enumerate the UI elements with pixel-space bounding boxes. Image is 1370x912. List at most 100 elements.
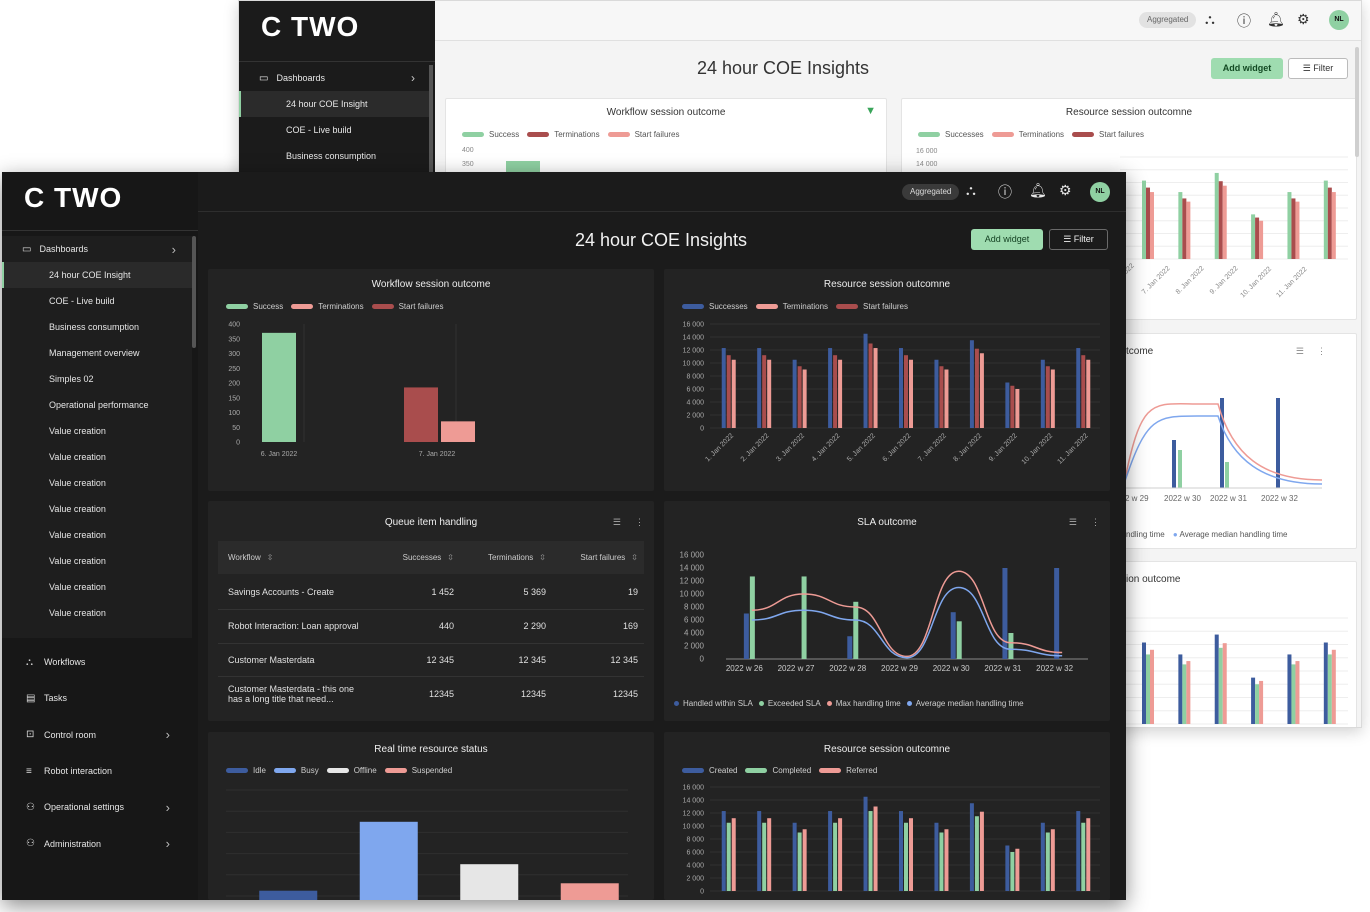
- filter-button[interactable]: ☰ Filter: [1049, 229, 1108, 250]
- bar: [1005, 382, 1010, 428]
- bell-icon[interactable]: 🔔︎: [1029, 182, 1047, 198]
- legend-item[interactable]: Idle: [226, 766, 266, 775]
- menu-item[interactable]: Operational performance: [2, 392, 192, 418]
- legend-swatch: [326, 768, 349, 774]
- help-icon[interactable]: ⓘ: [998, 184, 1012, 200]
- nav-robot-interaction[interactable]: ≡ Robot interaction: [2, 753, 192, 789]
- header-successes[interactable]: Successes ⇳: [368, 553, 460, 562]
- legend-item[interactable]: Start failures: [371, 302, 444, 311]
- more-icon[interactable]: ⋮: [1091, 517, 1100, 527]
- more-icon[interactable]: ⋮: [635, 517, 644, 527]
- menu-dashboards[interactable]: ▭ Dashboards ›: [2, 236, 192, 262]
- table-row[interactable]: Customer Masterdata - this one has a lon…: [218, 677, 644, 711]
- legend-item[interactable]: Success: [226, 302, 283, 311]
- more-icon[interactable]: ⋮: [1317, 346, 1326, 356]
- legend-item[interactable]: Average median handling time: [906, 699, 1024, 708]
- back-main-scrollbar[interactable]: [1355, 47, 1359, 157]
- nav-tasks[interactable]: ▤ Tasks: [2, 680, 192, 716]
- nav-operational-settings[interactable]: ⚇ Operational settings ›: [2, 789, 192, 825]
- bar-offline: [460, 864, 519, 900]
- back-menu-item[interactable]: 24 hour COE Insight: [239, 91, 429, 117]
- back-avatar[interactable]: NL: [1329, 10, 1349, 30]
- legend-label: Terminations: [318, 302, 364, 311]
- nav-administration[interactable]: ⚇ Administration ›: [2, 825, 192, 861]
- legend-item[interactable]: Start failures: [836, 302, 908, 311]
- legend-item[interactable]: Terminations: [291, 302, 364, 311]
- x-tick: 2022 w 32: [1036, 664, 1073, 673]
- back-menu-item[interactable]: COE - Live build: [239, 117, 429, 143]
- menu-item[interactable]: Value creation: [2, 600, 192, 626]
- funnel-icon[interactable]: ▼: [865, 105, 876, 117]
- menu-item[interactable]: Value creation: [2, 548, 192, 574]
- legend-item[interactable]: Suspended: [384, 766, 452, 775]
- header-start-failures[interactable]: Start failures ⇳: [552, 553, 644, 562]
- menu-item[interactable]: Value creation: [2, 418, 192, 444]
- back-bar: [1291, 198, 1296, 259]
- avatar[interactable]: NL: [1090, 182, 1110, 202]
- menu-item[interactable]: Simples 02: [2, 366, 192, 392]
- sidebar-scrollbar[interactable]: [192, 236, 196, 348]
- resource2-plot: 16 000 14 000 12 000 10 000 8 000 6 000 4 000 2…: [683, 785, 1100, 896]
- menu-item[interactable]: Value creation: [2, 496, 192, 522]
- bar: [1015, 848, 1020, 891]
- legend-item[interactable]: Offline: [326, 766, 377, 775]
- help-icon[interactable]: ⓘ: [1237, 13, 1251, 29]
- gear-icon[interactable]: ⚙: [1297, 11, 1310, 27]
- back-menu-dashboards[interactable]: ▭ Dashboards ›: [239, 65, 429, 91]
- legend-item[interactable]: Busy: [273, 766, 319, 775]
- aggregated-pill[interactable]: Aggregated: [902, 184, 960, 200]
- menu-item[interactable]: Management overview: [2, 340, 192, 366]
- header-workflow[interactable]: Workflow ⇳: [218, 553, 368, 562]
- back-bar: [1146, 654, 1150, 724]
- legend-item[interactable]: Exceeded SLA: [758, 699, 821, 708]
- menu-item[interactable]: Value creation: [2, 574, 192, 600]
- table-row[interactable]: Customer Masterdata 12 345 12 345 12 345: [218, 644, 644, 678]
- legend-item[interactable]: Referred: [819, 766, 877, 775]
- menu-item-24h[interactable]: 24 hour COE Insight: [2, 262, 192, 288]
- filter-icon[interactable]: ☰: [1068, 517, 1077, 527]
- table-row[interactable]: Robot Interaction: Loan approval 440 2 2…: [218, 610, 644, 644]
- back-filter-button[interactable]: ☰ Filter: [1288, 58, 1348, 79]
- back-sidebar-scrollbar[interactable]: [429, 65, 433, 175]
- legend-item[interactable]: Completed: [745, 766, 811, 775]
- header-terminations[interactable]: Terminations ⇳: [460, 553, 552, 562]
- legend-item[interactable]: Max handling time: [826, 699, 901, 708]
- bell-icon[interactable]: 🔔︎: [1267, 11, 1285, 27]
- gear-icon[interactable]: ⚙: [1059, 182, 1072, 198]
- legend-item[interactable]: Successes: [682, 302, 748, 311]
- bar: [868, 811, 873, 891]
- menu-item[interactable]: Value creation: [2, 444, 192, 470]
- menu-item[interactable]: Value creation: [2, 470, 192, 496]
- legend-item[interactable]: Handled within SLA: [674, 699, 753, 708]
- back-line: [1123, 415, 1323, 485]
- legend-item[interactable]: Terminations: [755, 302, 828, 311]
- menu-item[interactable]: Business consumption: [2, 314, 192, 340]
- menu-item[interactable]: Value creation: [2, 522, 192, 548]
- back-aggregated-pill[interactable]: Aggregated: [1139, 12, 1197, 28]
- back-menu-item[interactable]: Business consumption: [239, 143, 429, 169]
- nav-label: Workflows: [44, 657, 86, 668]
- hierarchy-icon[interactable]: ⛬: [1205, 11, 1215, 27]
- legend-item[interactable]: Created: [682, 766, 737, 775]
- add-widget-button[interactable]: Add widget: [971, 229, 1043, 250]
- back-add-widget-button[interactable]: Add widget: [1211, 58, 1283, 79]
- back-bar: [1259, 220, 1264, 259]
- legend-dot: ●: [1172, 530, 1178, 539]
- nav-control-room[interactable]: ⊡ Control room ›: [2, 717, 192, 753]
- menu-item[interactable]: COE - Live build: [2, 288, 192, 314]
- bar: [944, 829, 949, 891]
- bar: [974, 816, 979, 891]
- table-row[interactable]: Savings Accounts - Create 1 452 5 369 19: [218, 574, 644, 610]
- legend-label: Terminations: [554, 130, 600, 139]
- y-tick: 10 000: [683, 824, 705, 831]
- admin-icon: ⚇: [26, 838, 35, 850]
- bar: [833, 822, 838, 891]
- bar: [802, 369, 807, 428]
- nav-workflows[interactable]: ⛬ Workflows: [2, 644, 192, 680]
- bar: [757, 811, 762, 891]
- hierarchy-icon[interactable]: ⛬: [966, 182, 976, 198]
- bar: [939, 366, 944, 428]
- filter-icon[interactable]: ☰: [1295, 346, 1304, 356]
- sla-card-tools: ☰ ⋮: [1069, 517, 1100, 528]
- filter-icon[interactable]: ☰: [612, 517, 621, 527]
